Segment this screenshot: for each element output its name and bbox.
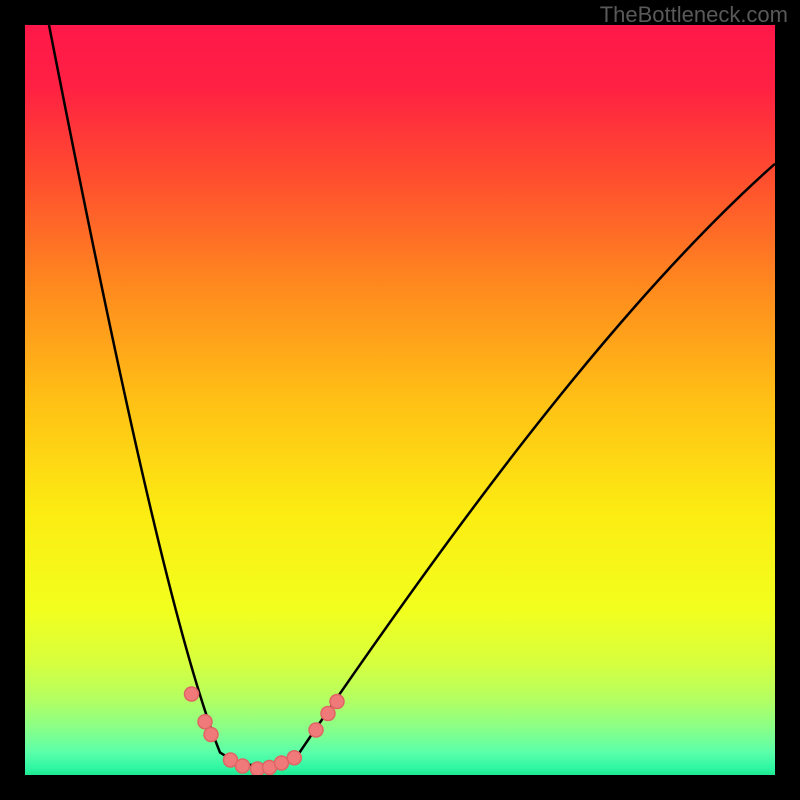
- gradient-background: [25, 25, 775, 775]
- data-marker: [330, 695, 344, 709]
- chart-frame: TheBottleneck.com: [0, 0, 800, 800]
- plot-area: [25, 25, 775, 775]
- data-marker: [321, 707, 335, 721]
- data-marker: [236, 759, 250, 773]
- data-marker: [309, 723, 323, 737]
- data-marker: [204, 728, 218, 742]
- watermark-text: TheBottleneck.com: [600, 2, 788, 28]
- data-marker: [185, 687, 199, 701]
- bottleneck-curve-chart: [25, 25, 775, 775]
- data-marker: [287, 751, 301, 765]
- data-marker: [198, 715, 212, 729]
- data-marker: [275, 756, 289, 770]
